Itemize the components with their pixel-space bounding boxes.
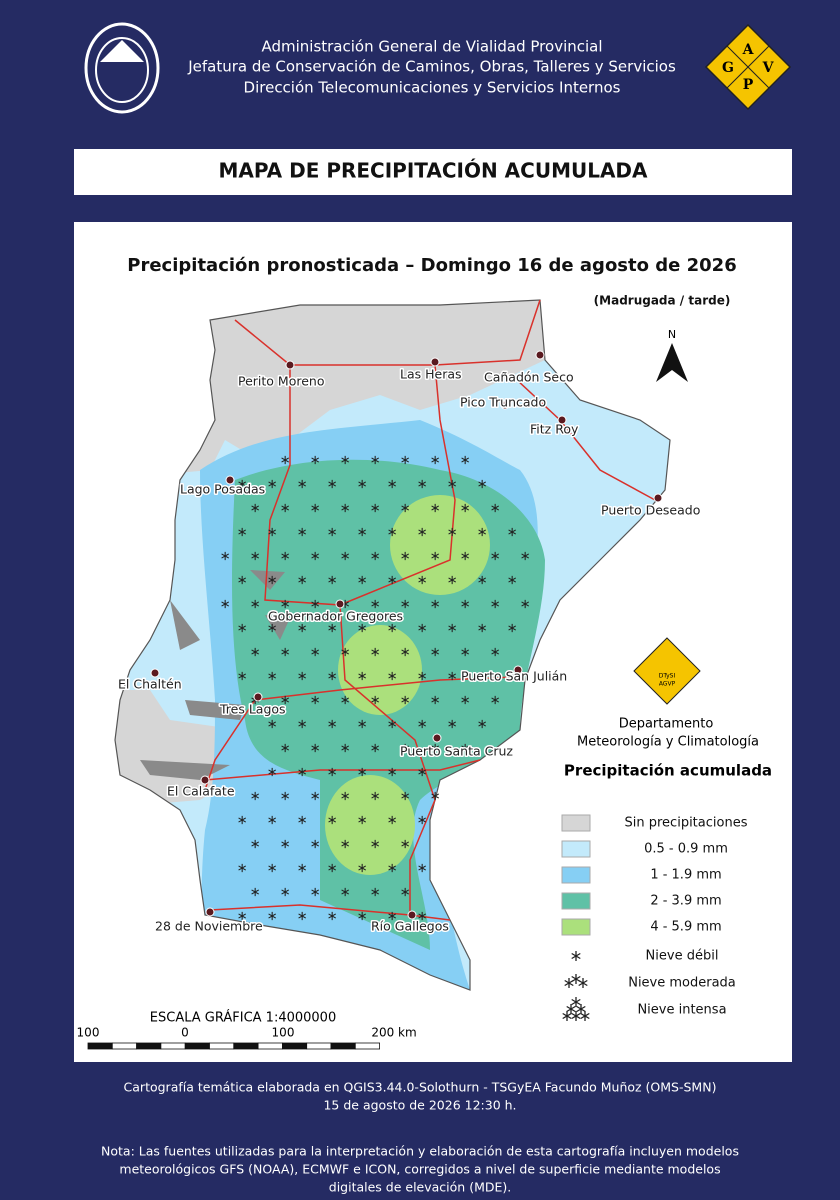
place-dot: [430, 357, 440, 367]
north-label: N: [668, 328, 676, 341]
legend-label: 2 - 3.9 mm: [650, 894, 721, 909]
place-dot: [225, 475, 235, 485]
place-label: Perito Moreno: [238, 374, 324, 389]
place-dot: [500, 400, 510, 410]
legend-swatch: [561, 840, 591, 858]
legend-swatch: [561, 892, 591, 910]
period: (Madrugada / tarde): [594, 294, 731, 308]
scale-segment: [281, 1042, 308, 1050]
legend-title: Precipitación acumulada: [564, 762, 772, 780]
scale-segment: [184, 1042, 210, 1050]
place-label: Gobernador Gregores: [268, 609, 403, 624]
header-line: Jefatura de Conservación de Caminos, Obr…: [187, 58, 676, 76]
place-label: Lago Posadas: [180, 482, 265, 497]
note: meteorológicos GFS (NOAA), ECMWF e ICON,…: [119, 1162, 720, 1177]
scale-label: 100: [77, 1026, 100, 1040]
logo-letter: P: [743, 77, 754, 93]
coat-of-arms: [84, 22, 160, 114]
legend-label: 0.5 - 0.9 mm: [644, 842, 728, 857]
header-line: Dirección Telecomunicaciones y Servicios…: [244, 79, 621, 97]
place-dot: [205, 907, 215, 917]
place-dot: [513, 665, 523, 675]
place-label: Puerto Deseado: [601, 503, 700, 518]
scale-segment: [306, 1042, 332, 1050]
logo-letter: A: [742, 42, 755, 58]
place-label: Puerto Santa Cruz: [400, 744, 513, 759]
scale-segment: [257, 1042, 283, 1050]
place-dot: [557, 415, 567, 425]
legend-swatch: [561, 918, 591, 936]
place-dot: [535, 350, 545, 360]
legend-label: Nieve intensa: [637, 1003, 726, 1018]
place-label: Puerto San Julián: [461, 669, 567, 684]
legend-label: 1 - 1.9 mm: [650, 868, 721, 883]
dept-logo-text: DTySI: [659, 673, 676, 680]
dept-logo-text: AGVP: [659, 681, 676, 688]
place-dot: [335, 599, 345, 609]
dept-logo: DTySI AGVP: [633, 637, 701, 705]
map-subtitle: Precipitación pronosticada – Domingo 16 …: [127, 255, 736, 276]
department: Departamento: [619, 717, 714, 732]
legend-label: Nieve débil: [646, 949, 719, 964]
scale-segment: [136, 1042, 162, 1050]
place-dot: [150, 668, 160, 678]
scale-label: 0: [181, 1026, 189, 1040]
scale-segment: [160, 1042, 186, 1050]
place-label: Las Heras: [400, 367, 462, 382]
title-box: [74, 149, 792, 195]
place-label: Tres Lagos: [219, 702, 286, 717]
north-arrow: N: [656, 328, 688, 382]
note: digitales de elevación (MDE).: [329, 1180, 511, 1195]
scale-segment: [111, 1042, 138, 1050]
place-label: Pico Truncado: [460, 395, 546, 410]
title: MAPA DE PRECIPITACIÓN ACUMULADA: [218, 159, 648, 183]
place-label: El Calafate: [167, 784, 235, 799]
department: Meteorología y Climatología: [577, 735, 759, 750]
place-label: El Chaltén: [118, 677, 182, 692]
scale-label: 100: [272, 1026, 295, 1040]
scale-title: ESCALA GRÁFICA 1:4000000: [150, 1010, 336, 1026]
credit: Cartografía temática elaborada en QGIS3.…: [124, 1080, 717, 1095]
scale-segment: [233, 1042, 259, 1050]
scale-segment: [330, 1042, 356, 1050]
logo-letter: V: [762, 60, 775, 76]
agvp-logo: A G V P: [704, 23, 792, 111]
place-label: Fitz Roy: [530, 422, 579, 437]
legend-label: Sin precipitaciones: [625, 816, 748, 831]
place-dot: [407, 910, 417, 920]
scale-segment: [87, 1042, 113, 1050]
place-label: Río Gallegos: [371, 919, 449, 934]
logo-letter: G: [722, 60, 734, 76]
place-label: 28 de Noviembre: [155, 919, 263, 934]
header-line: Administración General de Vialidad Provi…: [261, 38, 602, 56]
place-dot: [200, 775, 210, 785]
place-label: Cañadón Seco: [484, 370, 574, 385]
legend-label: Nieve moderada: [628, 976, 736, 991]
place-dot: [253, 692, 263, 702]
scale-label: 200 km: [371, 1026, 416, 1040]
scale-segment: [209, 1042, 235, 1050]
place-dot: [653, 493, 663, 503]
place-dot: [285, 360, 295, 370]
legend-label: 4 - 5.9 mm: [650, 920, 721, 935]
scale-segment: [354, 1042, 380, 1050]
place-dot: [432, 733, 442, 743]
legend-swatch: [561, 866, 591, 884]
legend-swatch: [561, 814, 591, 832]
credit: 15 de agosto de 2026 12:30 h.: [323, 1098, 516, 1113]
note: Nota: Las fuentes utilizadas para la int…: [101, 1144, 739, 1159]
